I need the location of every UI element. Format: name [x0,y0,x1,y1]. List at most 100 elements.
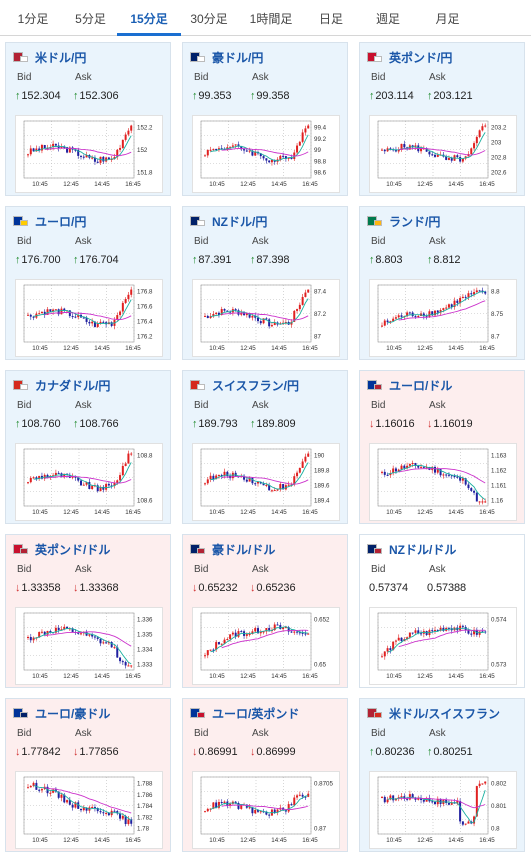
tab-4[interactable]: 30分足 [190,12,228,26]
candlestick-chart[interactable]: 0.652 0.65 10:45 12:45 14:45 16:45 [192,607,340,685]
rate-card[interactable]: 英ポンド/円 Bid Ask ↑203.114 ↑203.121 203.2 203 202.… [359,42,525,196]
rate-card[interactable]: 豪ドル/円 Bid Ask ↑99.353 ↑99.358 99.4 99.2 99 98.8 9… [182,42,348,196]
currency-pair-link[interactable]: 米ドル/円 [35,50,87,65]
candle-body [74,476,77,478]
candle-body [60,794,63,798]
candlestick-chart[interactable]: 1.163 1.162 1.161 1.16 10:45 12:45 14:45 16:45 [369,443,517,521]
candle-body [381,471,383,473]
candle-body [63,308,66,311]
rate-card[interactable]: ユーロ/円 Bid Ask ↑176.700 ↑176.704 176.8 176.6 176… [5,206,171,360]
tab-8[interactable]: 月足 [435,12,460,26]
candlestick-chart[interactable]: 99.4 99.2 99 98.8 98.6 10:45 12:45 14:45 16:45 [192,115,340,193]
tab-7[interactable]: 週足 [375,12,400,26]
candlestick-chart[interactable]: 1.788 1.786 1.784 1.782 1.78 10:45 12:45 14:45 1… [15,771,163,849]
rate-card[interactable]: 米ドル/円 Bid Ask ↑152.304 ↑152.306 152.2 152 151.8… [5,42,171,196]
rate-card[interactable]: 豪ドル/ドル Bid Ask ↓0.65232 ↓0.65236 0.652 0.65 10:… [182,534,348,688]
candle-body [273,809,276,813]
rate-card[interactable]: ランド/円 Bid Ask ↑8.803 ↑8.812 8.8 8.75 8.7 10:45 12… [359,206,525,360]
rate-card[interactable]: ユーロ/豪ドル Bid Ask ↓1.77842 ↓1.77856 1.788 1.786 1… [5,698,171,852]
card-header: 米ドル/円 [6,48,170,66]
rate-card[interactable]: カナダドル/円 Bid Ask ↑108.760 ↑108.766 108.8 108.6 1… [5,370,171,524]
candle-body [447,158,450,160]
candle-body [220,801,223,804]
candle-body [220,475,223,477]
candlestick-chart[interactable]: 203.2 203 202.8 202.6 10:45 12:45 14:45 16:45 [369,115,517,193]
currency-pair-link[interactable]: ユーロ/豪ドル [35,706,111,721]
bid-price: 203.114 [375,90,414,102]
x-tick-label: 14:45 [94,181,110,188]
bid-label: Bid [17,236,32,247]
currency-pair-link[interactable]: カナダドル/円 [35,378,111,393]
currency-pair-link[interactable]: ユーロ/円 [35,214,87,229]
currency-pair-link[interactable]: 豪ドル/ドル [212,542,276,557]
candlestick-chart[interactable]: 0.8705 0.87 10:45 12:45 14:45 16:45 [192,771,340,849]
candle-body [296,472,299,477]
currency-pair-link[interactable]: ユーロ/英ポンド [212,706,300,721]
price-values: ↑99.353 ↑99.358 [183,90,347,104]
candle-body [414,145,417,148]
candle-body [88,321,91,324]
candlestick-chart[interactable]: 1.336 1.335 1.334 1.333 10:45 12:45 14:45 16:45 [15,607,163,685]
candlestick-chart[interactable]: 152.2 152 151.8 10:45 12:45 14:45 16:45 [15,115,163,193]
tab-3[interactable]: 15分足 [117,0,181,36]
tab-5[interactable]: 1時間足 [249,12,293,26]
bid-price: 0.86991 [198,746,238,758]
candle-body [397,149,400,152]
candle-body [467,484,470,489]
y-tick-label: 108.6 [137,498,153,505]
rate-card[interactable]: 英ポンド/ドル Bid Ask ↓1.33358 ↓1.33368 1.336 1.335 1… [5,534,171,688]
ask-label: Ask [429,728,446,739]
plot-frame [200,776,312,835]
x-tick-label: 16:45 [302,181,318,188]
candle-body [439,798,442,805]
candle-body [38,632,41,638]
candlestick-chart[interactable]: 87.4 87.2 87 10:45 12:45 14:45 16:45 [192,279,340,357]
candle-body [212,649,215,651]
currency-pair-link[interactable]: ユーロ/ドル [389,378,453,393]
candlestick-chart[interactable]: 176.8 176.6 176.4 176.2 10:45 12:45 14:45 16:45 [15,279,163,357]
candle-body [29,314,32,317]
candlestick-chart[interactable]: 0.802 0.801 0.8 10:45 12:45 14:45 16:45 [369,771,517,849]
tab-1[interactable]: 1分足 [17,12,49,26]
candlestick-chart[interactable]: 8.8 8.75 8.7 10:45 12:45 14:45 16:45 [369,279,517,357]
currency-pair-link[interactable]: NZドル/円 [212,214,268,229]
currency-pair-link[interactable]: 米ドル/スイスフラン [389,706,500,721]
candlestick-chart[interactable]: 108.8 108.6 10:45 12:45 14:45 16:45 [15,443,163,521]
candle-body [74,149,77,151]
bid-label: Bid [371,728,386,739]
price-labels: Bid Ask [6,564,170,576]
rate-card[interactable]: NZドル/円 Bid Ask ↑87.391 ↑87.398 87.4 87.2 87 10:4… [182,206,348,360]
candle-body [301,461,304,468]
currency-pair-link[interactable]: 豪ドル/円 [212,50,264,65]
currency-pair-link[interactable]: 英ポンド/円 [389,50,453,65]
candle-body [381,796,383,798]
rate-card[interactable]: ユーロ/英ポンド Bid Ask ↓0.86991 ↓0.86999 0.8705 0.87… [182,698,348,852]
currency-pair-link[interactable]: ランド/円 [389,214,441,229]
rate-card[interactable]: 米ドル/スイスフラン Bid Ask ↑0.80236 ↑0.80251 0.802 0.8… [359,698,525,852]
currency-pair-link[interactable]: NZドル/ドル [389,542,457,557]
candlestick-chart[interactable]: 0.574 0.573 10:45 12:45 14:45 16:45 [369,607,517,685]
rate-card[interactable]: スイスフラン/円 Bid Ask ↑189.793 ↑189.809 190 189.8 18… [182,370,348,524]
plot-frame [200,120,312,179]
rate-card[interactable]: NZドル/ドル Bid Ask 0.57374 0.57388 0.574 0.573 10:… [359,534,525,688]
currency-flag-icon [190,216,205,226]
price-labels: Bid Ask [6,728,170,740]
x-tick-label: 16:45 [302,837,318,844]
candle-body [383,149,386,152]
candle-body [217,642,220,645]
candlestick-chart[interactable]: 190 189.8 189.6 189.4 10:45 12:45 14:45 16:45 [192,443,340,521]
candle-body [204,811,206,813]
currency-pair-link[interactable]: 英ポンド/ドル [35,542,111,557]
tab-2[interactable]: 5分足 [75,12,106,26]
candle-body [99,486,102,492]
tab-6[interactable]: 日足 [318,12,343,26]
y-tick-label: 8.7 [491,334,500,341]
candle-body [265,484,268,486]
candle-body [420,466,423,468]
ask-price: 152.306 [79,90,119,102]
candle-body [411,463,414,465]
currency-pair-link[interactable]: スイスフラン/円 [212,378,299,393]
candle-body [414,798,417,800]
rate-card[interactable]: ユーロ/ドル Bid Ask ↓1.16016 ↓1.16019 1.163 1.162 1.… [359,370,525,524]
candle-body [301,632,304,634]
